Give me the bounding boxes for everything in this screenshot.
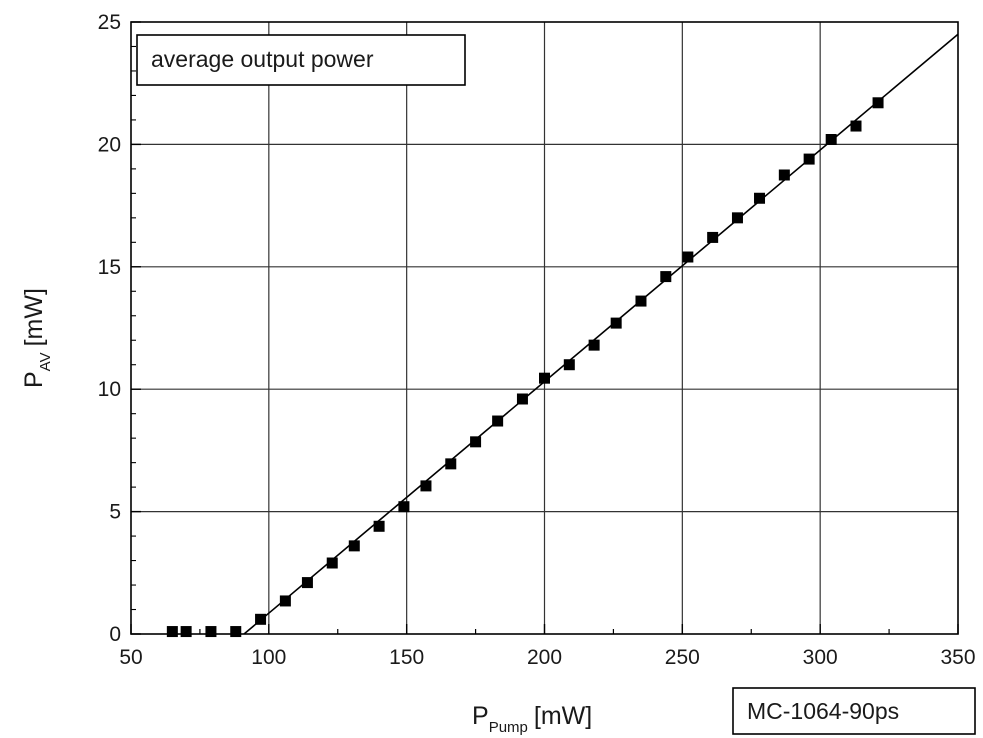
y-tick-label: 25 xyxy=(98,11,121,34)
data-point-marker xyxy=(539,372,550,384)
data-point-marker xyxy=(230,626,242,638)
x-axis-title: PPump [mW] xyxy=(472,702,592,736)
x-axis-title-subscript: Pump xyxy=(489,719,528,736)
data-point-marker xyxy=(420,480,432,492)
annotation-box-bottom-right: MC-1064-90ps xyxy=(732,687,976,735)
data-point-marker xyxy=(373,520,385,532)
data-point-marker xyxy=(635,295,647,307)
data-point-marker xyxy=(660,271,672,283)
y-axis-title-main: P xyxy=(20,371,48,388)
x-axis-title-main: P xyxy=(472,702,489,730)
plot-frame xyxy=(130,21,959,635)
data-point-marker xyxy=(398,501,410,513)
data-point-marker xyxy=(492,415,504,427)
x-tick-label: 350 xyxy=(940,646,975,669)
data-point-marker xyxy=(588,339,600,351)
sample-label-frame xyxy=(732,687,976,735)
data-point-marker xyxy=(803,153,815,165)
fit-line-group xyxy=(243,33,959,635)
y-tick-label: 5 xyxy=(109,501,121,524)
x-tick-label: 50 xyxy=(119,646,142,669)
x-tick-label: 200 xyxy=(527,646,562,669)
annotation-box-top-left: average output power xyxy=(136,34,466,86)
annotation-box-frame xyxy=(136,34,466,86)
y-tick-label: 10 xyxy=(98,378,121,401)
sample-label-text: MC-1064-90ps xyxy=(747,698,899,724)
minor-ticks xyxy=(131,45,890,634)
annotation-text: average output power xyxy=(151,46,374,72)
data-point-marker xyxy=(326,557,338,569)
y-axis-title: PAV [mW] xyxy=(20,288,54,388)
data-points xyxy=(166,97,884,638)
x-axis-title-unit: [mW] xyxy=(534,702,592,730)
data-point-marker xyxy=(872,97,884,109)
y-tick-labels: 0 5 10 15 20 25 xyxy=(98,11,121,646)
x-tick-label: 250 xyxy=(665,646,700,669)
data-point-marker xyxy=(682,251,694,263)
fit-line xyxy=(243,33,959,635)
data-point-marker xyxy=(850,120,862,132)
data-point-marker xyxy=(301,577,313,589)
data-point-marker xyxy=(563,359,575,371)
data-point-marker xyxy=(610,317,622,329)
data-point-marker xyxy=(754,192,766,204)
y-axis-title-subscript: AV xyxy=(37,352,54,371)
y-tick-label: 0 xyxy=(109,623,121,646)
x-tick-label: 100 xyxy=(251,646,286,669)
data-point-marker xyxy=(707,231,719,243)
data-point-marker xyxy=(731,212,743,224)
y-tick-label: 15 xyxy=(98,256,121,279)
x-tick-label: 150 xyxy=(389,646,424,669)
data-point-marker xyxy=(516,393,528,405)
data-point-marker xyxy=(825,134,837,146)
data-point-marker xyxy=(348,540,360,552)
data-point-marker xyxy=(180,626,192,638)
grid-lines xyxy=(131,22,958,634)
data-point-marker xyxy=(255,613,267,625)
data-point-marker xyxy=(445,458,457,470)
x-tick-label: 300 xyxy=(803,646,838,669)
y-tick-label: 20 xyxy=(98,133,121,156)
data-point-marker xyxy=(166,626,178,638)
data-point-marker xyxy=(778,169,790,181)
data-point-marker xyxy=(279,595,291,607)
data-point-marker xyxy=(470,436,482,448)
data-point-marker xyxy=(205,626,217,638)
y-axis-title-unit: [mW] xyxy=(20,288,48,346)
x-tick-labels: 50 100 150 200 250 300 350 xyxy=(119,646,975,669)
